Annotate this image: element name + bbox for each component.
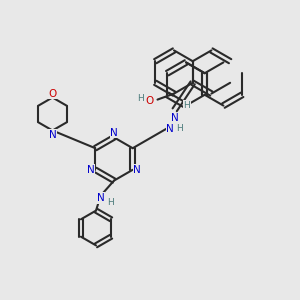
Text: O: O <box>146 96 154 106</box>
Text: N: N <box>133 165 141 175</box>
Text: N: N <box>97 193 104 203</box>
Text: H: H <box>138 94 144 103</box>
Text: N: N <box>171 113 178 123</box>
Text: O: O <box>48 89 57 99</box>
Text: H: H <box>183 101 190 110</box>
Text: N: N <box>166 124 174 134</box>
Text: N: N <box>110 128 118 138</box>
Text: N: N <box>49 130 56 140</box>
Text: H: H <box>108 198 114 207</box>
Text: H: H <box>176 124 183 133</box>
Text: N: N <box>87 165 95 175</box>
